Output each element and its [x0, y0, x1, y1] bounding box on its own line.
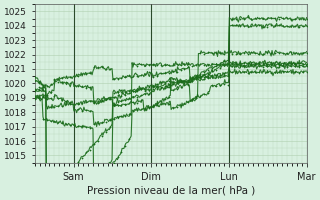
- X-axis label: Pression niveau de la mer( hPa ): Pression niveau de la mer( hPa ): [87, 186, 255, 196]
